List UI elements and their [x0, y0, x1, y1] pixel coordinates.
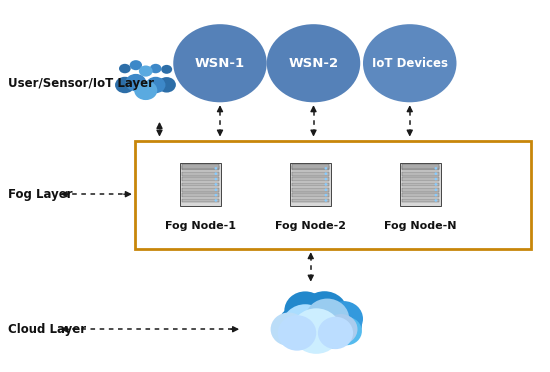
- Text: Fog Node-1: Fog Node-1: [165, 221, 236, 231]
- Ellipse shape: [305, 299, 349, 339]
- Bar: [290, 163, 331, 205]
- Ellipse shape: [324, 301, 363, 337]
- Ellipse shape: [278, 305, 322, 346]
- Ellipse shape: [285, 315, 320, 347]
- Ellipse shape: [318, 317, 353, 349]
- Ellipse shape: [161, 65, 172, 74]
- Bar: [403, 172, 439, 176]
- Text: User/Sensor/IoT Layer: User/Sensor/IoT Layer: [8, 77, 154, 90]
- Ellipse shape: [282, 304, 328, 347]
- Bar: [293, 167, 329, 170]
- Bar: [183, 183, 219, 186]
- Ellipse shape: [324, 194, 327, 196]
- Ellipse shape: [324, 178, 327, 180]
- Bar: [293, 177, 329, 181]
- Ellipse shape: [324, 183, 327, 186]
- Text: IoT Devices: IoT Devices: [372, 57, 448, 70]
- Text: Fog Layer: Fog Layer: [8, 188, 73, 201]
- Text: Fog Node-2: Fog Node-2: [275, 221, 346, 231]
- Ellipse shape: [278, 315, 316, 351]
- Bar: [180, 163, 221, 205]
- Ellipse shape: [434, 167, 437, 170]
- Ellipse shape: [139, 65, 153, 77]
- Ellipse shape: [146, 77, 166, 93]
- Bar: [293, 199, 329, 202]
- Bar: [183, 193, 219, 197]
- Bar: [183, 172, 219, 176]
- Text: Fog Node-N: Fog Node-N: [384, 221, 457, 231]
- Text: Cloud Layer: Cloud Layer: [8, 323, 86, 336]
- Ellipse shape: [134, 81, 157, 100]
- Ellipse shape: [214, 189, 217, 191]
- Bar: [403, 167, 439, 170]
- Ellipse shape: [214, 172, 217, 175]
- Bar: [293, 188, 329, 192]
- Ellipse shape: [434, 172, 437, 175]
- Ellipse shape: [324, 167, 327, 170]
- Text: WSN-1: WSN-1: [195, 57, 245, 70]
- Text: WSN-2: WSN-2: [288, 57, 339, 70]
- Ellipse shape: [311, 313, 349, 349]
- Bar: [293, 183, 329, 186]
- Ellipse shape: [301, 291, 348, 334]
- Ellipse shape: [331, 317, 362, 345]
- Bar: [403, 193, 439, 197]
- Ellipse shape: [173, 24, 267, 102]
- Bar: [183, 167, 219, 170]
- Bar: [183, 199, 219, 202]
- Bar: [403, 199, 439, 202]
- Ellipse shape: [290, 299, 343, 348]
- Bar: [403, 177, 439, 181]
- Bar: [293, 193, 329, 197]
- Ellipse shape: [130, 60, 142, 70]
- FancyBboxPatch shape: [135, 141, 531, 249]
- Ellipse shape: [284, 291, 326, 330]
- Ellipse shape: [324, 314, 358, 344]
- Bar: [293, 172, 329, 176]
- Ellipse shape: [267, 24, 360, 102]
- Bar: [403, 183, 439, 186]
- Ellipse shape: [324, 189, 327, 191]
- Ellipse shape: [434, 199, 437, 202]
- Bar: [400, 163, 441, 205]
- Ellipse shape: [320, 306, 362, 345]
- Ellipse shape: [150, 64, 162, 73]
- Bar: [183, 177, 219, 181]
- Ellipse shape: [214, 199, 217, 202]
- Ellipse shape: [363, 24, 456, 102]
- Ellipse shape: [214, 178, 217, 180]
- Ellipse shape: [292, 308, 341, 354]
- Ellipse shape: [157, 77, 176, 93]
- Ellipse shape: [214, 194, 217, 196]
- Ellipse shape: [125, 74, 146, 91]
- Ellipse shape: [324, 172, 327, 175]
- Ellipse shape: [434, 194, 437, 196]
- Ellipse shape: [434, 189, 437, 191]
- Ellipse shape: [434, 178, 437, 180]
- Ellipse shape: [324, 199, 327, 202]
- Ellipse shape: [119, 64, 131, 73]
- Ellipse shape: [214, 183, 217, 186]
- Bar: [183, 164, 219, 169]
- Bar: [403, 164, 439, 169]
- Ellipse shape: [115, 77, 135, 93]
- Bar: [403, 188, 439, 192]
- Ellipse shape: [271, 312, 307, 346]
- Ellipse shape: [214, 167, 217, 170]
- Bar: [293, 164, 329, 169]
- Bar: [183, 188, 219, 192]
- Ellipse shape: [434, 183, 437, 186]
